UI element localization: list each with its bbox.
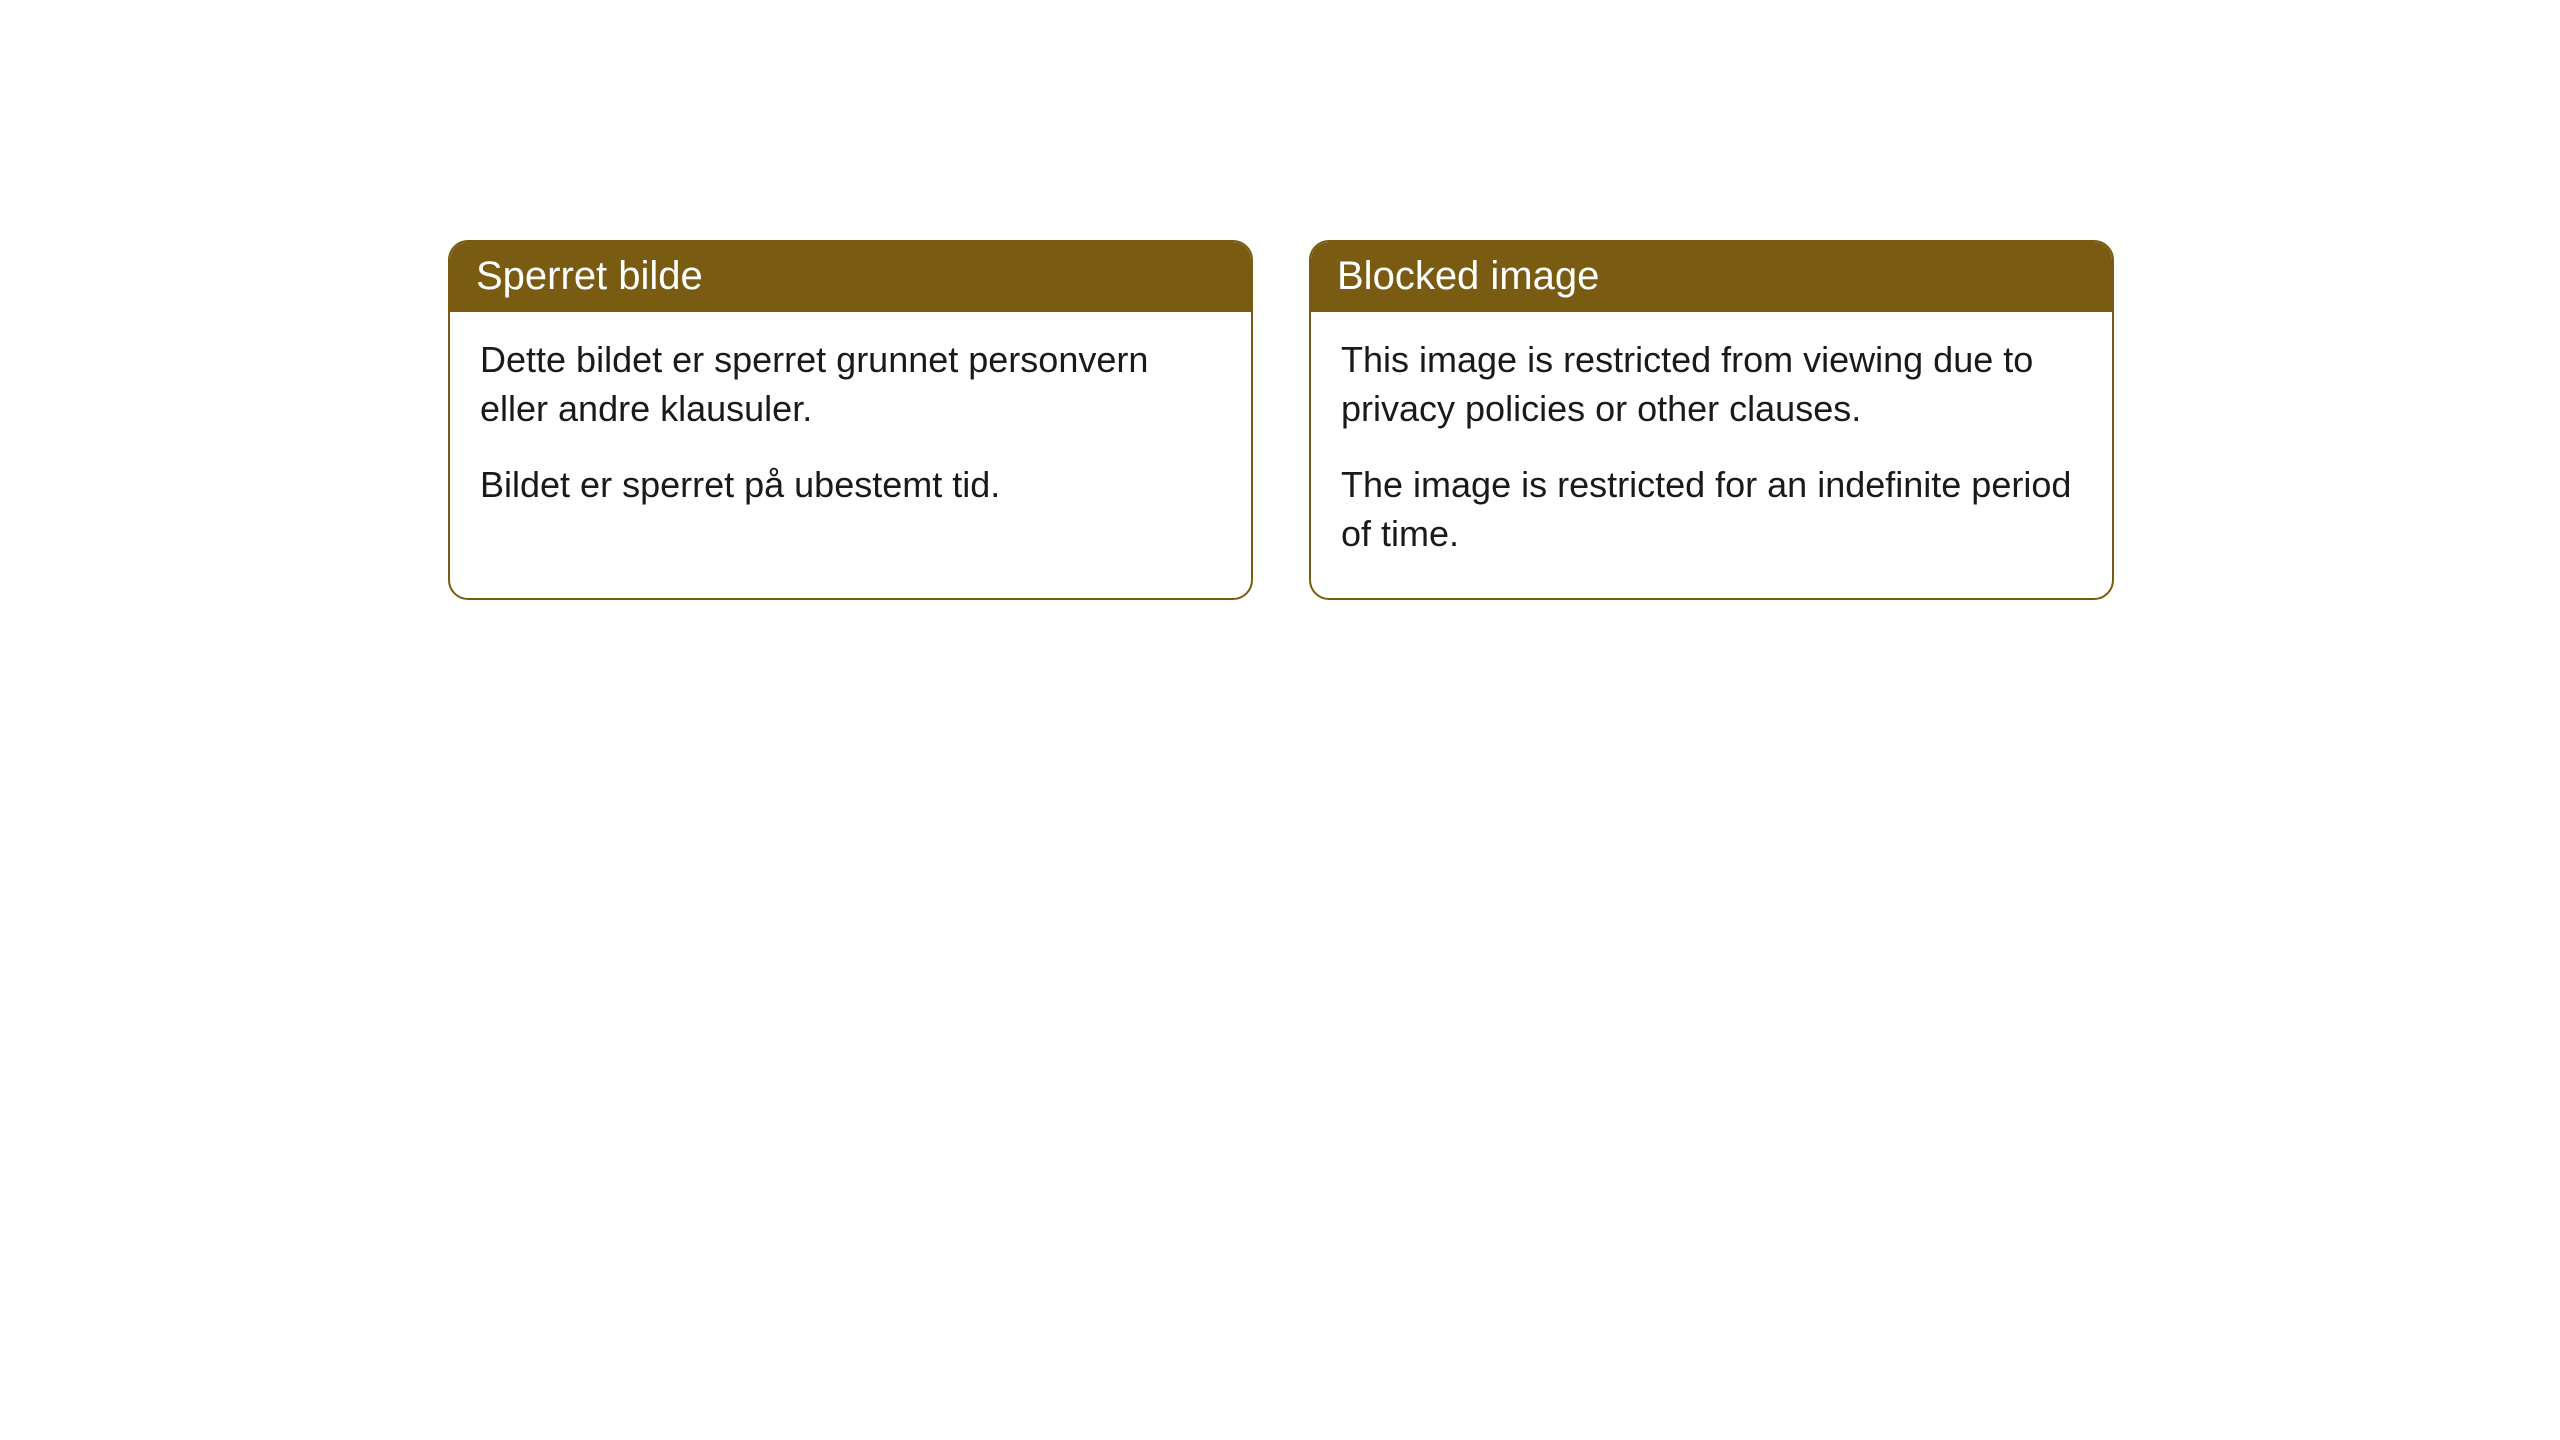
card-paragraph: This image is restricted from viewing du… xyxy=(1341,336,2082,433)
card-body: Dette bildet er sperret grunnet personve… xyxy=(450,312,1251,550)
card-header: Sperret bilde xyxy=(450,242,1251,312)
card-title: Blocked image xyxy=(1337,254,1599,298)
notice-cards-container: Sperret bilde Dette bildet er sperret gr… xyxy=(448,240,2560,600)
card-title: Sperret bilde xyxy=(476,254,703,298)
card-paragraph: Dette bildet er sperret grunnet personve… xyxy=(480,336,1221,433)
card-header: Blocked image xyxy=(1311,242,2112,312)
card-paragraph: Bildet er sperret på ubestemt tid. xyxy=(480,461,1221,510)
card-body: This image is restricted from viewing du… xyxy=(1311,312,2112,598)
notice-card-norwegian: Sperret bilde Dette bildet er sperret gr… xyxy=(448,240,1253,600)
card-paragraph: The image is restricted for an indefinit… xyxy=(1341,461,2082,558)
notice-card-english: Blocked image This image is restricted f… xyxy=(1309,240,2114,600)
